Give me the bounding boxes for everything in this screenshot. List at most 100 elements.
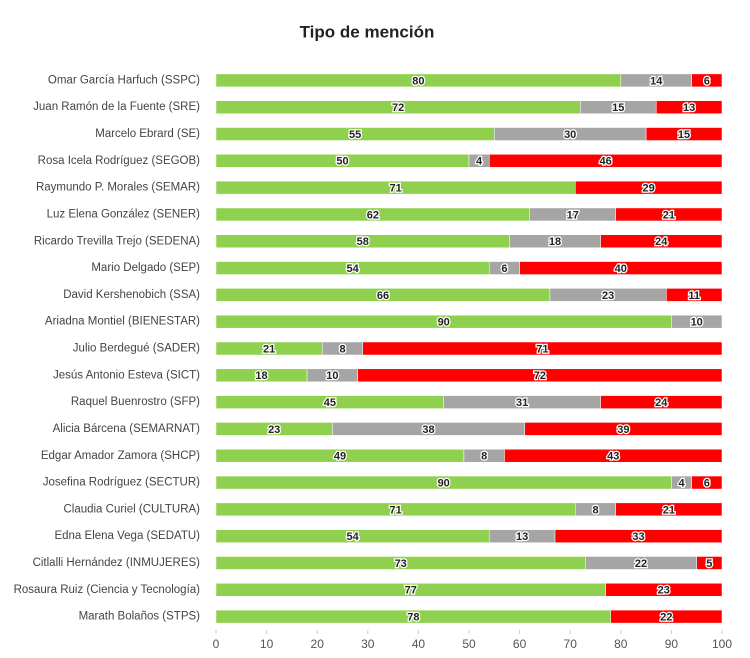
value-label: 72 — [534, 370, 546, 382]
value-label: 4 — [678, 477, 685, 489]
value-label: 40 — [615, 263, 627, 275]
bar-segment — [605, 583, 723, 597]
bar-segment — [600, 395, 723, 409]
category-label: Rosaura Ruiz (Ciencia y Tecnología) — [14, 584, 201, 596]
value-label: 10 — [326, 370, 338, 382]
category-label: Juan Ramón de la Fuente (SRE) — [33, 101, 200, 113]
category-label: Raquel Buenrostro (SFP) — [71, 396, 200, 408]
value-label: 24 — [655, 397, 668, 409]
value-label: 72 — [392, 102, 404, 114]
value-label: 90 — [438, 317, 450, 329]
value-label: 21 — [263, 343, 275, 355]
bar-segment — [645, 127, 723, 141]
value-label: 30 — [564, 129, 576, 141]
value-label: 90 — [438, 477, 450, 489]
value-label: 14 — [650, 75, 663, 87]
category-label: Ariadna Montiel (BIENESTAR) — [45, 316, 200, 328]
x-tick-label: 80 — [614, 637, 628, 651]
bar-segment — [524, 422, 723, 436]
value-label: 23 — [268, 424, 280, 436]
value-label: 66 — [377, 290, 389, 302]
value-label: 78 — [407, 612, 419, 624]
value-label: 5 — [706, 558, 712, 570]
bar-segment — [610, 609, 723, 624]
value-label: 71 — [536, 343, 548, 355]
value-label: 6 — [704, 75, 710, 87]
value-label: 29 — [643, 183, 655, 195]
bar-segment — [600, 234, 723, 249]
value-label: 71 — [390, 504, 402, 516]
category-label: Edna Elena Vega (SEDATU) — [54, 530, 200, 542]
category-label: Edgar Amador Zamora (SHCP) — [41, 450, 200, 462]
value-label: 11 — [688, 290, 700, 302]
value-label: 18 — [549, 236, 561, 248]
bar-segment — [666, 288, 723, 302]
value-label: 43 — [607, 451, 619, 463]
value-label: 13 — [683, 102, 695, 114]
bar-segment — [691, 475, 723, 490]
value-label: 13 — [516, 531, 528, 543]
value-label: 54 — [346, 263, 359, 275]
value-label: 21 — [663, 209, 675, 221]
value-label: 18 — [255, 370, 267, 382]
bar-segment — [655, 100, 723, 114]
bar-segment — [671, 314, 723, 329]
value-label: 54 — [346, 531, 359, 543]
x-tick-label: 10 — [260, 637, 274, 651]
value-label: 71 — [390, 183, 402, 195]
category-label: Marath Bolaños (STPS) — [79, 611, 201, 623]
category-label: Omar García Harfuch (SSPC) — [48, 74, 200, 86]
value-label: 22 — [660, 612, 672, 624]
x-tick-label: 20 — [311, 637, 325, 651]
value-label: 23 — [658, 585, 670, 597]
value-label: 24 — [655, 236, 668, 248]
bar-segment — [696, 556, 723, 570]
value-label: 8 — [339, 343, 345, 355]
value-label: 8 — [481, 451, 487, 463]
chart-title: Tipo de mención — [300, 22, 435, 41]
value-label: 55 — [349, 129, 361, 141]
category-label: Citlalli Hernández (INMUJERES) — [33, 557, 201, 569]
value-label: 77 — [405, 585, 417, 597]
category-label: Rosa Icela Rodríguez (SEGOB) — [38, 155, 201, 167]
category-label: Claudia Curiel (CULTURA) — [63, 503, 200, 515]
category-label: Raymundo P. Morales (SEMAR) — [36, 182, 200, 194]
value-label: 22 — [635, 558, 647, 570]
category-label: Marcelo Ebrard (SE) — [95, 128, 200, 140]
value-label: 23 — [602, 290, 614, 302]
value-label: 46 — [599, 156, 611, 168]
value-label: 21 — [663, 504, 675, 516]
value-label: 62 — [367, 209, 379, 221]
category-label: Jesús Antonio Esteva (SICT) — [53, 369, 200, 381]
value-label: 80 — [412, 75, 424, 87]
value-label: 6 — [501, 263, 507, 275]
x-tick-label: 90 — [665, 637, 679, 651]
value-label: 58 — [357, 236, 369, 248]
category-label: Julio Berdegué (SADER) — [73, 343, 200, 355]
bar-segment — [554, 529, 723, 543]
value-label: 39 — [617, 424, 629, 436]
value-label: 31 — [516, 397, 528, 409]
value-label: 15 — [612, 102, 624, 114]
value-label: 50 — [336, 156, 348, 168]
x-tick-label: 0 — [213, 637, 220, 651]
category-label: Mario Delgado (SEP) — [91, 262, 200, 274]
bar-segment — [488, 154, 723, 168]
value-label: 10 — [691, 317, 703, 329]
x-tick-label: 30 — [361, 637, 375, 651]
x-tick-label: 40 — [412, 637, 426, 651]
x-tick-label: 50 — [462, 637, 476, 651]
bar-segment — [519, 261, 723, 275]
x-tick-label: 100 — [712, 637, 732, 651]
value-label: 38 — [422, 424, 434, 436]
bar-segment — [615, 502, 723, 517]
value-label: 17 — [567, 209, 579, 221]
value-label: 6 — [704, 477, 710, 489]
value-label: 33 — [632, 531, 644, 543]
category-label: Josefina Rodríguez (SECTUR) — [43, 477, 200, 489]
category-label: David Kershenobich (SSA) — [63, 289, 200, 301]
value-label: 8 — [592, 504, 598, 516]
value-label: 45 — [324, 397, 336, 409]
x-tick-label: 60 — [513, 637, 527, 651]
